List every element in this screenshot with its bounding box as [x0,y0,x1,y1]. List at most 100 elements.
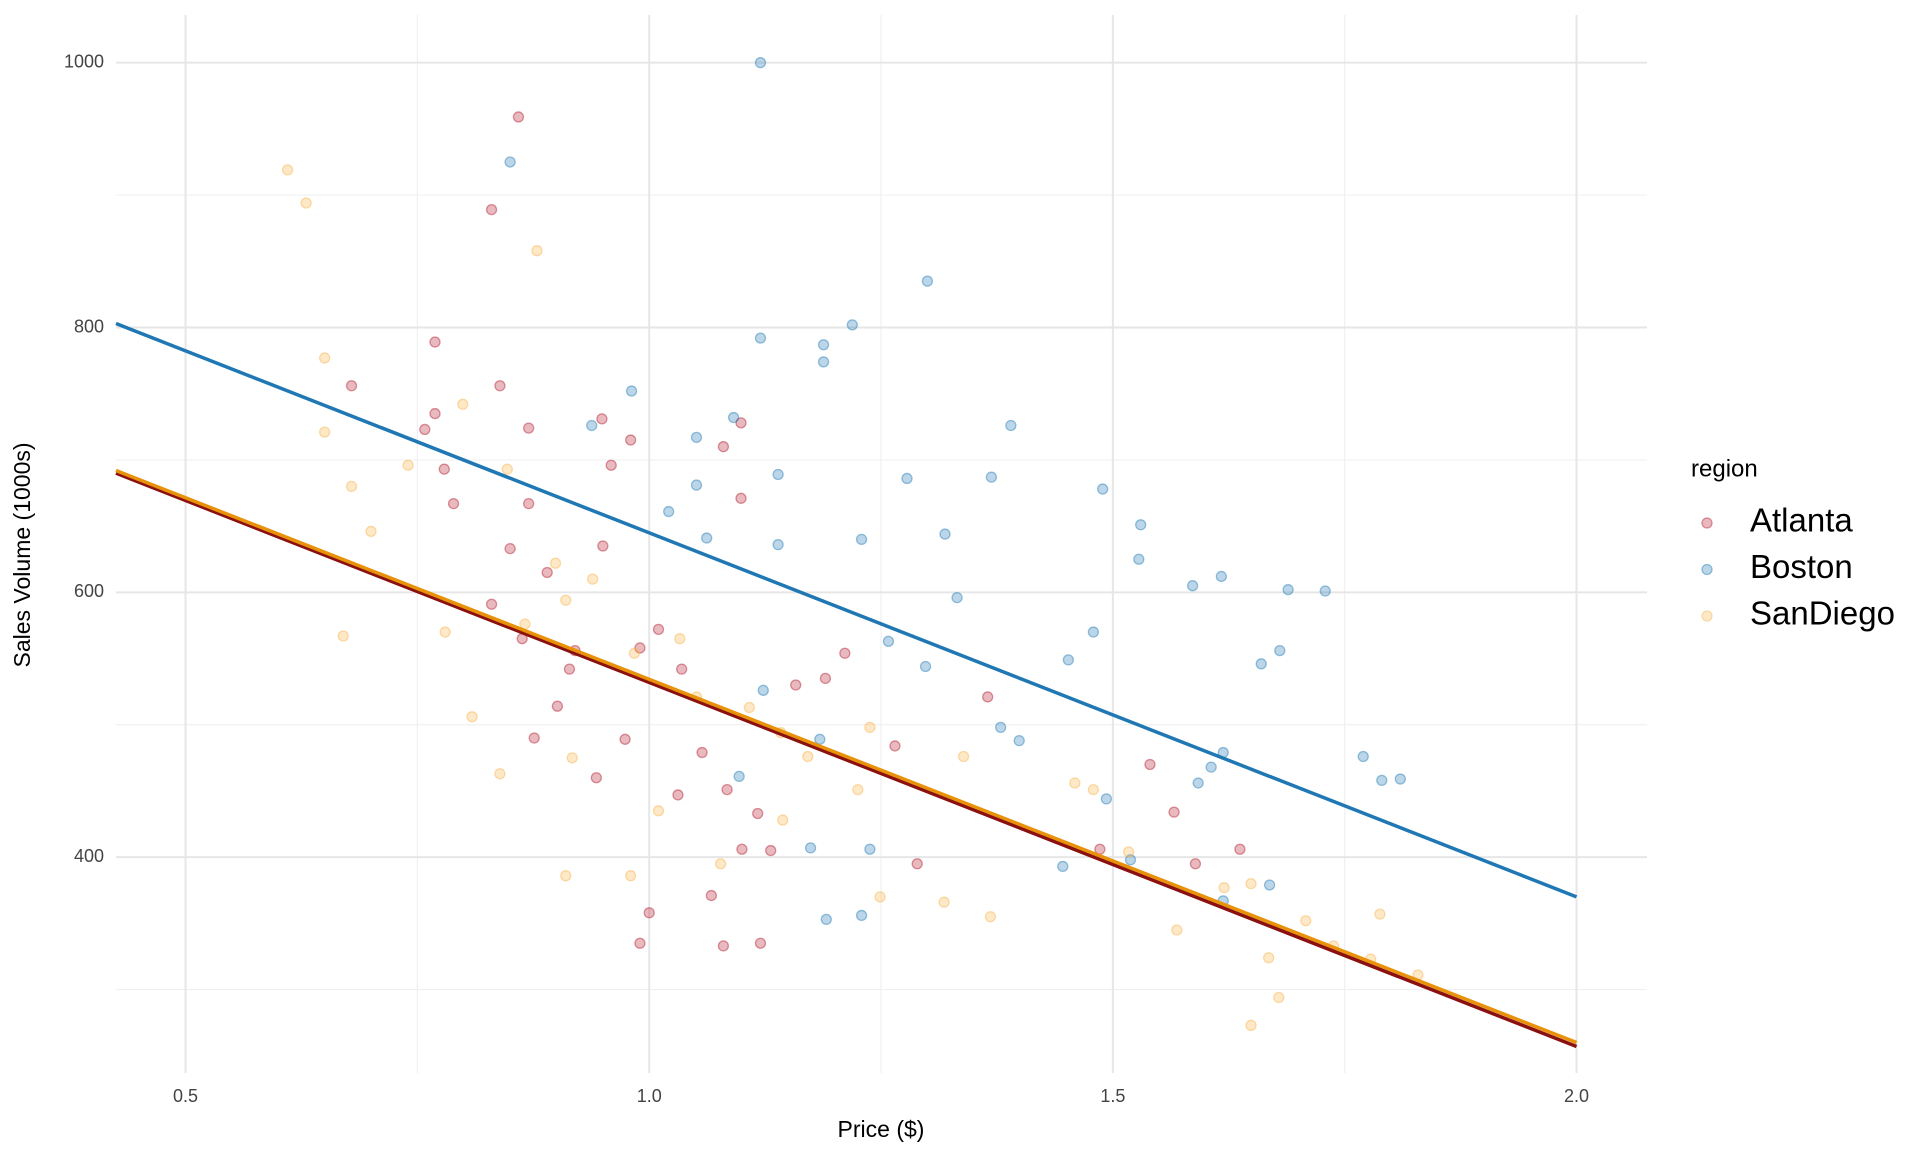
point [814,733,826,745]
fit-line [115,468,1578,1045]
point [790,679,802,691]
y-tick-label: 800 [74,316,104,336]
point [1282,584,1294,596]
point [586,419,598,432]
point [531,245,543,257]
point [982,691,994,703]
point [300,197,312,209]
point [1186,580,1199,592]
point [512,111,525,123]
point [705,889,717,902]
point [1062,654,1075,666]
legend-key [1701,610,1713,622]
point [1234,843,1246,855]
point [864,843,876,855]
point [765,844,777,857]
point [672,789,684,801]
point [466,711,478,723]
point [1300,915,1312,927]
point [733,770,745,783]
point [634,937,646,949]
point [1273,991,1285,1004]
point [551,700,564,712]
legend-key [1701,517,1713,529]
y-axis-label: Sales Volume (1000s) [9,442,35,667]
point [772,539,784,551]
point [1245,877,1257,890]
point [563,663,576,675]
point [365,525,377,538]
point [345,480,358,493]
point [560,594,572,606]
point [690,479,703,491]
legend-label: Atlanta [1750,502,1853,539]
point [1097,483,1109,495]
point [752,807,764,820]
point [995,721,1007,734]
y-tick-label: 600 [74,581,104,601]
point [523,497,535,510]
fit-line [115,471,1578,1049]
point [1215,570,1228,583]
point [345,380,358,392]
point [777,814,789,826]
point [864,721,876,734]
point [337,630,349,642]
point [1013,734,1025,747]
point [619,733,631,745]
point [1357,750,1369,763]
point [1133,553,1145,565]
point [494,380,506,392]
point [586,573,599,585]
point [735,417,747,429]
point [938,896,950,908]
point [1218,881,1230,894]
point [1189,858,1202,870]
point [1245,1019,1257,1031]
point [921,275,934,287]
point [819,672,832,685]
point [676,663,688,675]
point [919,660,932,673]
point [523,422,535,434]
point [743,701,756,714]
point [717,441,730,453]
point [634,642,646,654]
point [1057,860,1069,873]
point [1255,658,1267,670]
point [1274,644,1286,657]
point [817,339,830,351]
point [736,843,748,855]
point [1319,585,1331,597]
point [889,740,901,752]
point [1205,761,1217,773]
y-tick-label: 1000 [64,51,104,71]
point [528,732,540,744]
point [1144,758,1156,771]
x-tick-label: 1.0 [637,1086,662,1106]
point [485,598,498,610]
point [754,332,767,344]
legend-key [1701,563,1713,576]
legend-label: Boston [1750,548,1853,585]
point [494,768,506,780]
point [541,566,553,579]
point [717,940,730,952]
point [701,532,713,544]
point [429,336,441,348]
point [754,57,767,69]
point [1122,846,1135,858]
point [402,459,414,471]
point [820,913,832,926]
point [1005,419,1017,432]
point [846,319,858,331]
point [1192,777,1204,789]
point [1376,774,1388,787]
x-tick-label: 1.5 [1100,1086,1125,1106]
point [757,684,769,696]
y-tick-label: 400 [74,846,104,866]
point [802,750,814,763]
x-tick-label: 0.5 [173,1086,198,1106]
point [985,471,998,483]
point [663,505,675,518]
